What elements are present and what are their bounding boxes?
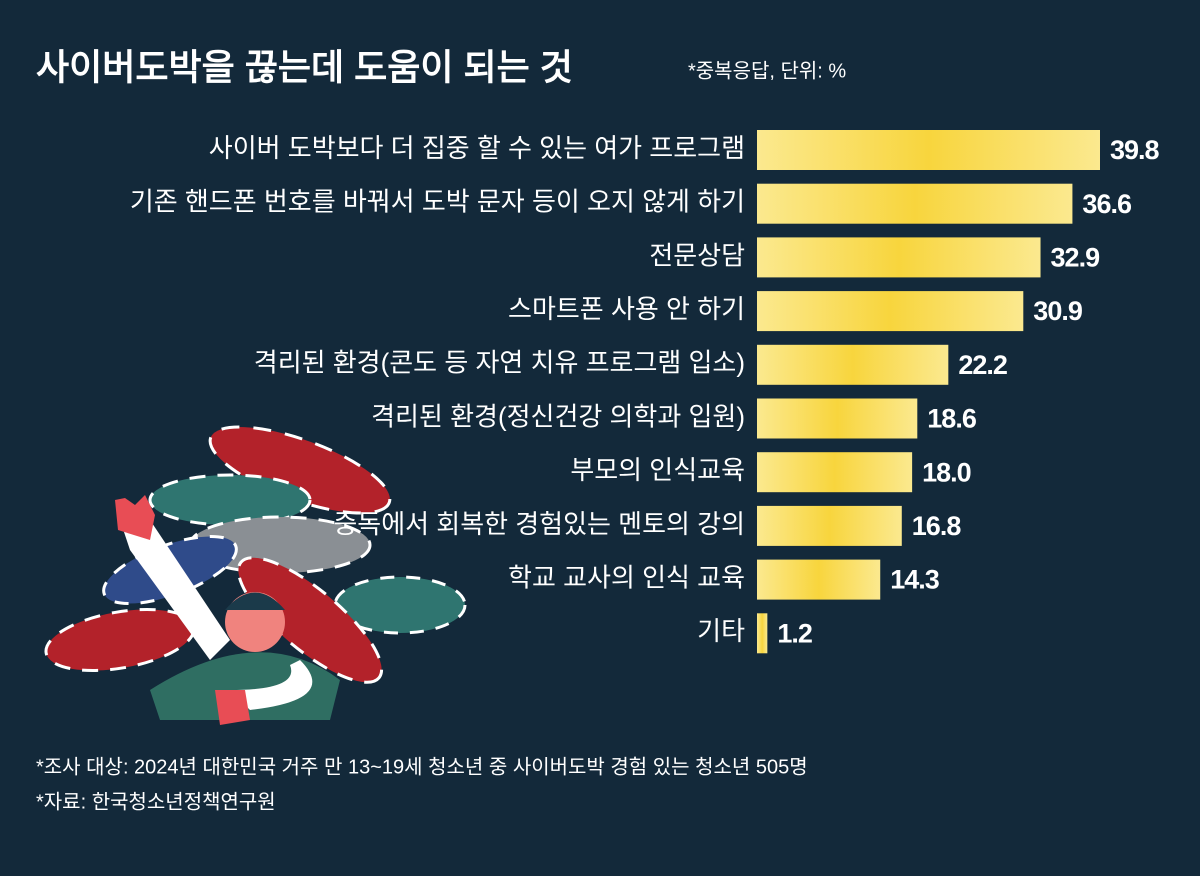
category-label: 격리된 환경(정신건강 의학과 입원) bbox=[371, 401, 745, 431]
bar bbox=[757, 398, 918, 439]
bar bbox=[757, 452, 913, 493]
value-label: 32.9 bbox=[1051, 243, 1101, 273]
value-label: 16.8 bbox=[912, 511, 962, 541]
category-label: 학교 교사의 인식 교육 bbox=[508, 562, 745, 592]
category-label: 중독에서 회복한 경험있는 멘토의 강의 bbox=[333, 509, 745, 539]
bar bbox=[757, 505, 902, 546]
chart-subtitle: *중복응답, 단위: % bbox=[688, 59, 846, 82]
value-label: 18.6 bbox=[927, 404, 977, 434]
value-label: 39.8 bbox=[1110, 135, 1160, 165]
category-label: 기타 bbox=[697, 616, 745, 646]
category-label: 전문상담 bbox=[649, 240, 745, 270]
illustration bbox=[44, 425, 467, 725]
note: *조사 대상: 2024년 대한민국 거주 만 13~19세 청소년 중 사이버… bbox=[36, 755, 808, 778]
bar bbox=[757, 344, 949, 385]
value-label: 18.0 bbox=[922, 457, 971, 487]
category-label: 부모의 인식교육 bbox=[570, 455, 745, 485]
value-label: 1.2 bbox=[777, 618, 812, 648]
note: *자료: 한국청소년정책연구원 bbox=[36, 790, 276, 813]
value-label: 36.6 bbox=[1082, 189, 1132, 219]
value-label: 22.2 bbox=[958, 350, 1007, 380]
category-label: 사이버 도박보다 더 집중 할 수 있는 여가 프로그램 bbox=[209, 133, 745, 163]
category-label: 격리된 환경(콘도 등 자연 치유 프로그램 입소) bbox=[254, 348, 745, 378]
category-label: 기존 핸드폰 번호를 바꿔서 도박 문자 등이 오지 않게 하기 bbox=[130, 187, 745, 217]
value-label: 30.9 bbox=[1033, 296, 1083, 326]
bar bbox=[757, 183, 1073, 224]
bar bbox=[757, 237, 1041, 278]
chart-title: 사이버도박을 끊는데 도움이 되는 것 bbox=[36, 47, 573, 88]
bar bbox=[757, 130, 1100, 170]
value-label: 14.3 bbox=[890, 565, 940, 595]
bar bbox=[757, 291, 1024, 332]
category-label: 스마트폰 사용 안 하기 bbox=[508, 294, 745, 324]
bar bbox=[757, 613, 768, 654]
bar bbox=[757, 559, 881, 600]
